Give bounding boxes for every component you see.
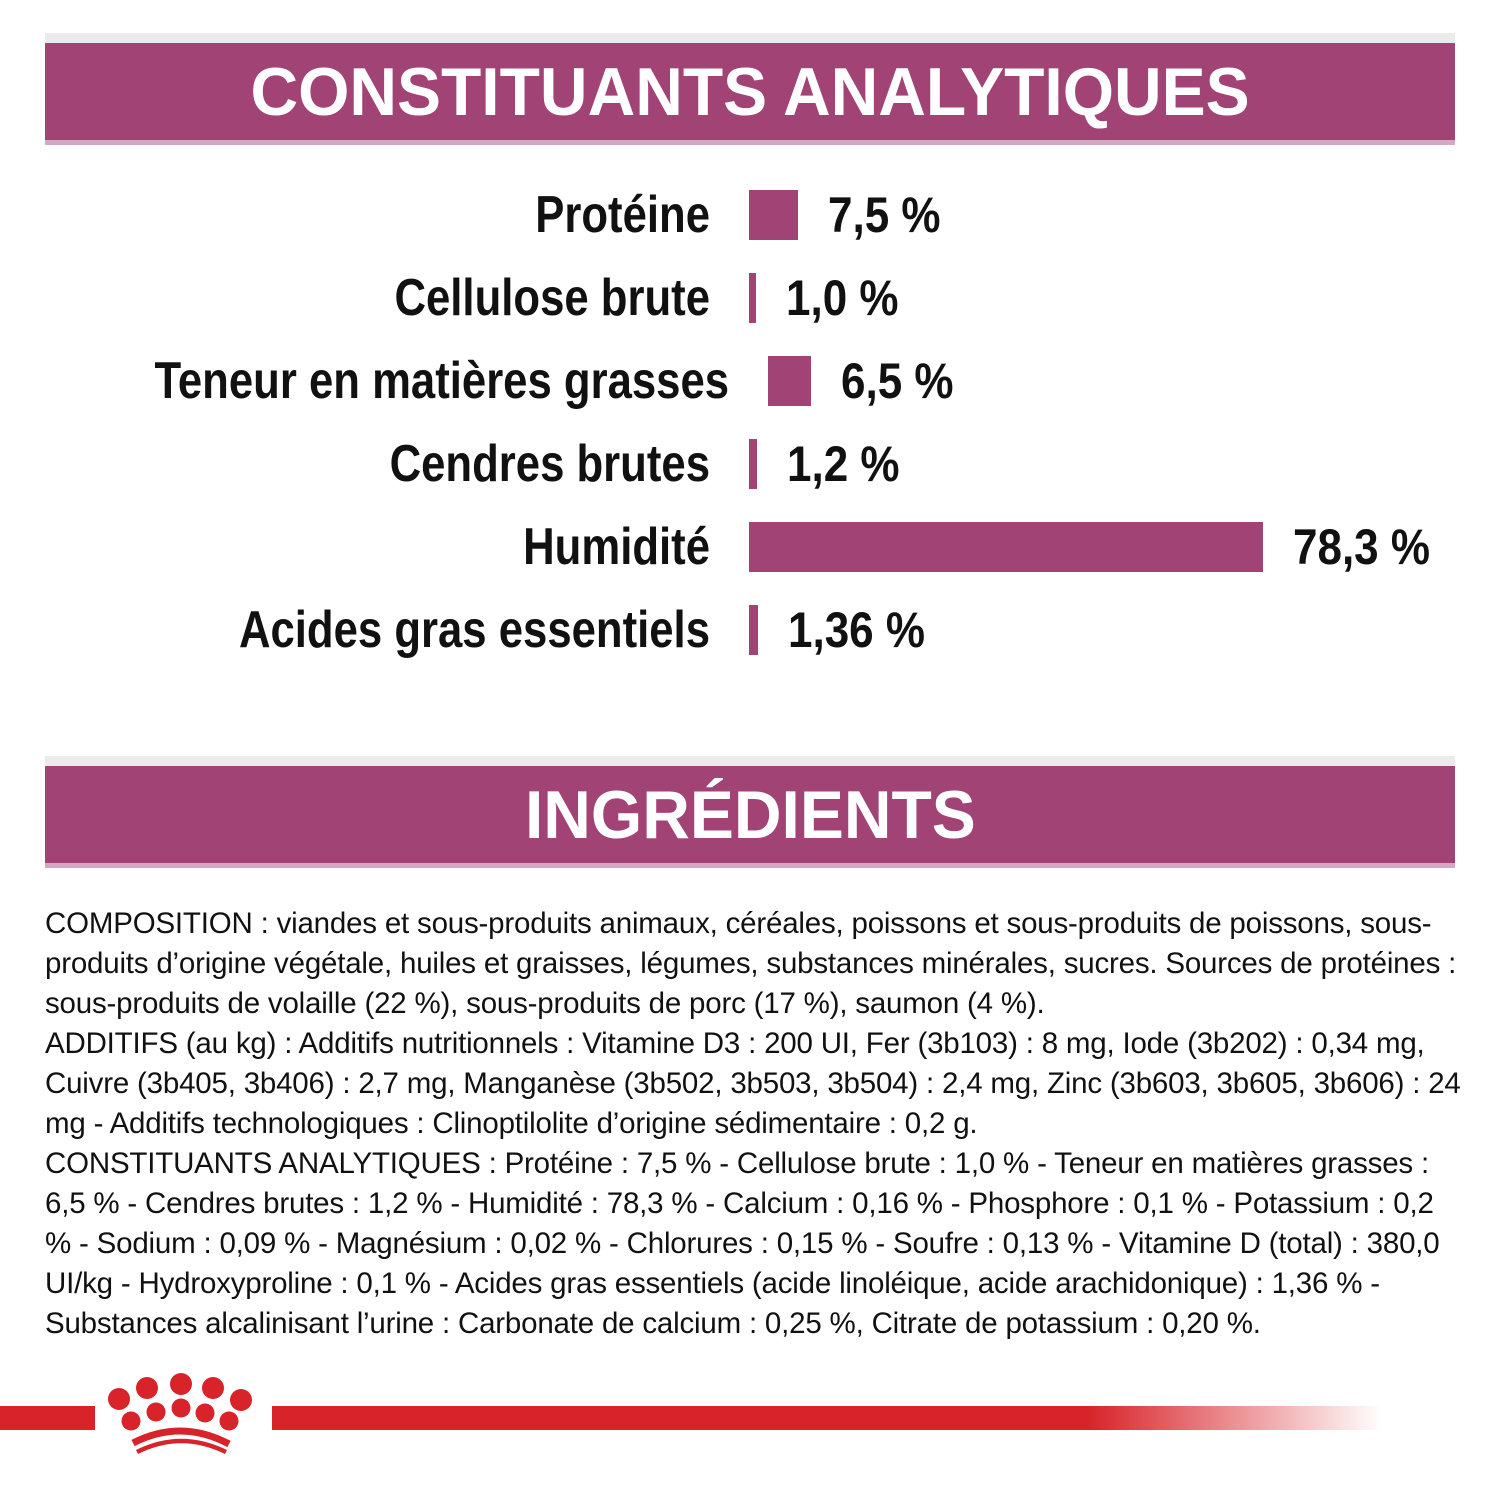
analytical-banner: CONSTITUANTS ANALYTIQUES xyxy=(45,43,1455,140)
chart-bar-zone: 7,5 % xyxy=(749,190,956,240)
red-line-left xyxy=(0,1406,95,1430)
chart-row: Teneur en matières grasses 6,5 % xyxy=(45,352,1500,410)
ingredients-paragraph: COMPOSITION : viandes et sous-produits a… xyxy=(45,907,1457,1020)
ingredients-text: COMPOSITION : viandes et sous-produits a… xyxy=(45,904,1463,1344)
chart-row: Acides gras essentiels 1,36 % xyxy=(45,601,1500,659)
chart-bar xyxy=(749,439,757,489)
chart-bar-zone: 1,36 % xyxy=(749,605,944,655)
banner-shadow xyxy=(45,140,1455,145)
analytical-section-banner: CONSTITUANTS ANALYTIQUES xyxy=(45,0,1455,145)
red-line-right-fade xyxy=(272,1406,1405,1430)
chart-category-label: Acides gras essentiels xyxy=(238,601,710,659)
chart-category-label: Cellulose brute xyxy=(394,269,710,327)
chart-bar-zone: 1,2 % xyxy=(749,439,915,489)
chart-category-label: Teneur en matières grasses xyxy=(154,352,730,410)
chart-value-label: 7,5 % xyxy=(828,187,941,243)
banner-shadow xyxy=(45,756,1455,766)
chart-bar xyxy=(749,273,756,323)
banner-shadow xyxy=(45,33,1455,43)
spacer xyxy=(0,688,1500,756)
chart-value-label: 78,3 % xyxy=(1293,519,1431,575)
brand-footer xyxy=(0,1373,1500,1500)
chart-row: Protéine 7,5 % xyxy=(45,186,1500,244)
chart-bar xyxy=(749,190,799,240)
royal-canin-crown-icon xyxy=(108,1373,252,1455)
banner-shadow xyxy=(45,863,1455,868)
chart-row: Cellulose brute 1,0 % xyxy=(45,269,1500,327)
chart-value-label: 6,5 % xyxy=(840,353,954,409)
analytical-section-title: CONSTITUANTS ANALYTIQUES xyxy=(250,53,1250,130)
chart-value-label: 1,36 % xyxy=(787,602,925,658)
ingredients-section-banner: INGRÉDIENTS xyxy=(45,756,1455,868)
chart-row: Humidité 78,3 % xyxy=(45,518,1500,576)
chart-bar xyxy=(749,522,1264,572)
chart-category-label: Humidité xyxy=(523,518,710,576)
ingredients-section-title: INGRÉDIENTS xyxy=(524,776,976,853)
ingredients-banner: INGRÉDIENTS xyxy=(45,766,1455,863)
analytical-constituents-chart: Protéine 7,5 % Cellulose brute 1,0 % Teneur … xyxy=(0,186,1500,659)
ingredients-paragraph: ADDITIFS (au kg) : Additifs nutritionnel… xyxy=(45,1027,1461,1140)
chart-bar-zone: 78,3 % xyxy=(749,522,1449,572)
chart-row: Cendres brutes 1,2 % xyxy=(45,435,1500,493)
chart-value-label: 1,2 % xyxy=(786,436,900,492)
chart-bar xyxy=(749,605,758,655)
chart-category-label: Cendres brutes xyxy=(389,435,710,493)
chart-value-label: 1,0 % xyxy=(785,270,899,326)
chart-category-label: Protéine xyxy=(535,186,710,244)
chart-bar-zone: 6,5 % xyxy=(768,356,969,406)
ingredients-paragraph: CONSTITUANTS ANALYTIQUES : Protéine : 7,… xyxy=(45,1147,1440,1340)
chart-bar-zone: 1,0 % xyxy=(749,273,913,323)
chart-bar xyxy=(768,356,811,406)
